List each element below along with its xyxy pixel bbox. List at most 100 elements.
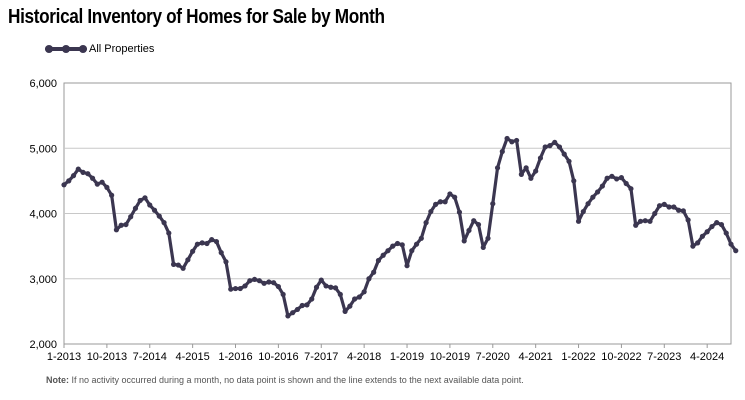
data-point [628, 186, 634, 192]
data-point [175, 262, 181, 268]
data-point [271, 280, 277, 286]
x-tick-label: 4-2024 [690, 351, 724, 363]
data-point [733, 248, 739, 254]
data-point [251, 276, 258, 283]
data-point [352, 296, 358, 302]
x-tick-label: 10-2019 [430, 351, 470, 363]
data-point [337, 291, 343, 298]
legend: All Properties [45, 41, 154, 57]
data-point [423, 220, 429, 226]
data-point [85, 171, 91, 177]
data-point [147, 202, 153, 208]
data-point [699, 233, 706, 239]
data-point [332, 285, 339, 291]
data-point [418, 235, 424, 241]
data-point [542, 144, 548, 150]
data-point [618, 175, 625, 181]
data-point [299, 302, 305, 309]
data-point [185, 257, 191, 263]
data-point [109, 192, 115, 198]
data-point [652, 210, 658, 217]
data-point [575, 218, 582, 224]
legend-label-all-properties: All Properties [89, 43, 155, 55]
data-point [442, 199, 448, 205]
data-point [728, 241, 734, 247]
data-point [480, 244, 486, 251]
data-point [590, 194, 596, 200]
x-tick-label: 4-2015 [176, 351, 210, 363]
legend-swatch-all-properties [45, 45, 87, 53]
data-point [671, 204, 677, 210]
data-point [371, 269, 377, 275]
note-label: Note: [46, 375, 69, 385]
data-point [151, 207, 158, 213]
x-tick-label: 10-2016 [258, 351, 298, 363]
data-point [394, 240, 401, 247]
data-point [433, 201, 439, 207]
data-point [533, 168, 539, 174]
data-point [161, 220, 167, 226]
data-point [537, 155, 544, 161]
data-point [552, 139, 558, 145]
y-tick-label: 6,000 [29, 78, 57, 90]
x-tick-label: 1-2022 [561, 351, 595, 363]
data-point [318, 277, 324, 283]
data-point [137, 197, 143, 204]
data-point [80, 169, 86, 175]
data-point [623, 180, 629, 187]
data-point [475, 221, 482, 228]
data-point [704, 229, 710, 235]
data-point [232, 285, 239, 292]
data-point [313, 284, 320, 290]
data-point [680, 208, 686, 214]
data-point [566, 158, 572, 164]
data-point [304, 302, 310, 308]
data-point [290, 310, 296, 316]
data-point [637, 218, 644, 224]
data-point [494, 165, 501, 171]
data-point [585, 201, 591, 207]
data-point [256, 278, 262, 284]
data-point [499, 148, 505, 155]
x-tick-label: 1-2016 [218, 351, 252, 363]
data-point [61, 182, 67, 188]
data-point [647, 218, 653, 224]
data-point [280, 291, 286, 298]
data-point [142, 195, 148, 201]
data-point [428, 208, 434, 215]
data-point [599, 183, 605, 189]
x-tick-label: 1-2013 [47, 351, 81, 363]
x-tick-label: 7-2020 [476, 351, 510, 363]
data-point [685, 217, 691, 223]
note-text: If no activity occurred during a month, … [69, 375, 524, 385]
data-point [342, 308, 348, 314]
data-point [347, 303, 353, 309]
data-point [723, 230, 729, 236]
data-point [242, 283, 248, 289]
data-point [556, 144, 563, 150]
data-point [504, 135, 510, 142]
data-point [204, 240, 210, 247]
data-point [461, 238, 467, 244]
data-point [75, 166, 81, 172]
data-point [413, 241, 420, 247]
x-tick-label: 4-2018 [347, 351, 381, 363]
data-point [213, 238, 220, 245]
data-point [399, 242, 405, 248]
data-point [714, 220, 720, 226]
data-point [666, 204, 672, 210]
data-point [490, 201, 496, 207]
data-point [228, 286, 234, 292]
data-point [266, 279, 272, 285]
data-point [199, 240, 205, 246]
data-point [595, 189, 601, 195]
data-point [99, 179, 105, 185]
data-point [166, 230, 172, 236]
data-point [695, 240, 701, 246]
data-point [218, 250, 224, 256]
data-point [571, 178, 577, 184]
data-point [128, 214, 134, 220]
y-tick-label: 4,000 [29, 209, 57, 221]
data-point [690, 243, 696, 249]
data-point [404, 263, 410, 269]
